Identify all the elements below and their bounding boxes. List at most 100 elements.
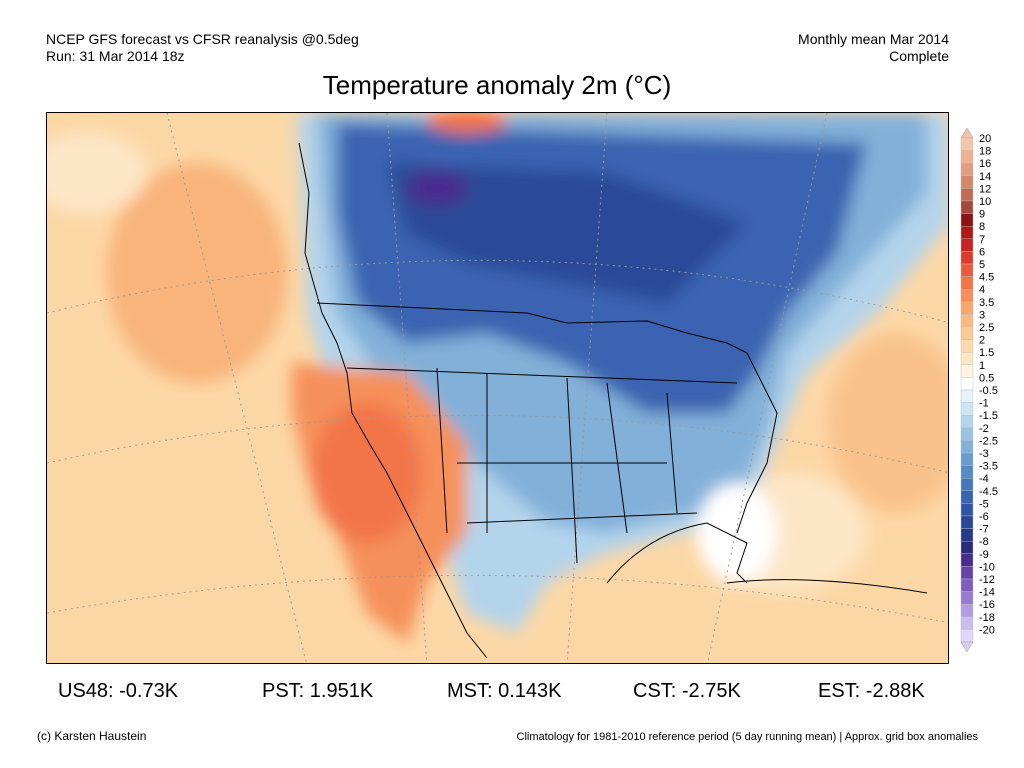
legend-swatch xyxy=(960,578,974,592)
pacific-mild-anomaly xyxy=(47,133,147,213)
legend-swatch xyxy=(960,402,974,416)
pacific-warm-anomaly xyxy=(107,163,287,383)
legend-label: -2 xyxy=(979,423,989,435)
legend-swatch xyxy=(960,515,974,529)
header-source: NCEP GFS forecast vs CFSR reanalysis @0.… xyxy=(46,31,359,47)
legend-swatch xyxy=(960,553,974,567)
legend-swatch xyxy=(960,276,974,290)
legend-label: 0.5 xyxy=(979,372,994,384)
legend-label: -4.5 xyxy=(979,486,998,498)
legend-swatch xyxy=(960,478,974,492)
legend-bins: 201816141210987654.543.532.521.510.5-0.5… xyxy=(960,133,998,643)
stat-us48: US48: -0.73K xyxy=(58,680,179,702)
legend-swatch xyxy=(960,137,974,151)
legend-swatch xyxy=(960,175,974,189)
header-period-info: Monthly mean Mar 2014 Complete xyxy=(798,31,949,65)
east-coastline xyxy=(736,352,778,534)
legend-swatch xyxy=(960,389,974,403)
legend-swatch xyxy=(960,200,974,214)
legend-label: 9 xyxy=(979,209,985,221)
legend-swatch xyxy=(960,503,974,517)
borders xyxy=(298,142,928,659)
legend-label: 7 xyxy=(979,234,985,246)
legend-label: 4 xyxy=(979,284,985,296)
header-status: Complete xyxy=(889,48,949,64)
legend-swatch xyxy=(960,377,974,391)
legend-swatch xyxy=(960,150,974,164)
legend-swatch xyxy=(960,427,974,441)
legend-swatch xyxy=(960,415,974,429)
legend-label: -1.5 xyxy=(979,410,998,422)
legend-label: 1.5 xyxy=(979,347,994,359)
legend-label: -0.5 xyxy=(979,385,998,397)
legend-swatch xyxy=(960,465,974,479)
cold-anomaly-extreme xyxy=(407,170,467,206)
legend-label: -9 xyxy=(979,549,989,561)
legend-swatch xyxy=(960,314,974,328)
legend-swatch xyxy=(960,566,974,580)
west-coastline xyxy=(298,142,488,659)
legend-label: 14 xyxy=(979,171,991,183)
legend-label: 8 xyxy=(979,221,985,233)
stat-est: EST: -2.88K xyxy=(818,680,925,702)
stat-pst: PST: 1.951K xyxy=(262,680,374,702)
legend-swatch xyxy=(960,440,974,454)
legend-label: -1 xyxy=(979,398,989,410)
legend-label: 4.5 xyxy=(979,272,994,284)
legend-label: 1 xyxy=(979,360,985,372)
legend-label: -12 xyxy=(979,574,995,586)
legend-swatch xyxy=(960,490,974,504)
anomaly-map xyxy=(46,112,949,664)
legend-label: 12 xyxy=(979,183,991,195)
map-title: Temperature anomaly 2m (°C) xyxy=(322,70,672,100)
legend-swatch xyxy=(960,238,974,252)
stat-mst: MST: 0.143K xyxy=(447,680,562,702)
climatology-note: Climatology for 1981-2010 reference peri… xyxy=(516,731,978,743)
legend-swatch xyxy=(960,213,974,227)
anomaly-fields xyxy=(47,113,948,643)
legend-top-arrow xyxy=(960,128,974,139)
gulf-coast xyxy=(606,522,748,584)
caribbean-islands xyxy=(726,579,928,594)
legend-swatch xyxy=(960,541,974,555)
legend-label: -20 xyxy=(979,624,995,636)
legend-swatch xyxy=(960,288,974,302)
legend-swatch xyxy=(960,591,974,605)
legend-swatch xyxy=(960,326,974,340)
legend-label: -6 xyxy=(979,511,989,523)
cold-anomaly-core xyxy=(387,163,747,303)
header-period: Monthly mean Mar 2014 xyxy=(798,31,949,47)
anomaly-map-svg xyxy=(47,113,948,663)
legend-label: -5 xyxy=(979,498,989,510)
arctic-warm-spot xyxy=(427,113,507,133)
legend-label: -16 xyxy=(979,599,995,611)
legend-swatch xyxy=(960,339,974,353)
legend-swatch xyxy=(960,301,974,315)
legend-label: 3.5 xyxy=(979,297,994,309)
header-run: Run: 31 Mar 2014 18z xyxy=(46,48,185,64)
legend-swatch xyxy=(960,528,974,542)
legend-swatch xyxy=(960,629,974,643)
legend-label: 20 xyxy=(979,133,991,145)
legend-swatch xyxy=(960,251,974,265)
legend-label: 3 xyxy=(979,309,985,321)
header-run-info: NCEP GFS forecast vs CFSR reanalysis @0.… xyxy=(46,31,359,65)
latitude-border xyxy=(346,367,738,384)
legend-label: -3 xyxy=(979,448,989,460)
graticule xyxy=(47,113,948,663)
legend-label: -8 xyxy=(979,536,989,548)
legend-swatch xyxy=(960,452,974,466)
legend-swatch xyxy=(960,263,974,277)
legend-swatch xyxy=(960,604,974,618)
legend-label: -4 xyxy=(979,473,989,485)
legend-label: -18 xyxy=(979,612,995,624)
copyright: (c) Karsten Haustein xyxy=(37,729,147,743)
stat-cst: CST: -2.75K xyxy=(633,680,741,702)
legend-label: 18 xyxy=(979,146,991,158)
legend-label: -7 xyxy=(979,524,989,536)
legend-swatch xyxy=(960,364,974,378)
legend-label: -14 xyxy=(979,587,995,599)
legend-swatch xyxy=(960,188,974,202)
legend-label: 2 xyxy=(979,335,985,347)
legend-swatch xyxy=(960,351,974,365)
